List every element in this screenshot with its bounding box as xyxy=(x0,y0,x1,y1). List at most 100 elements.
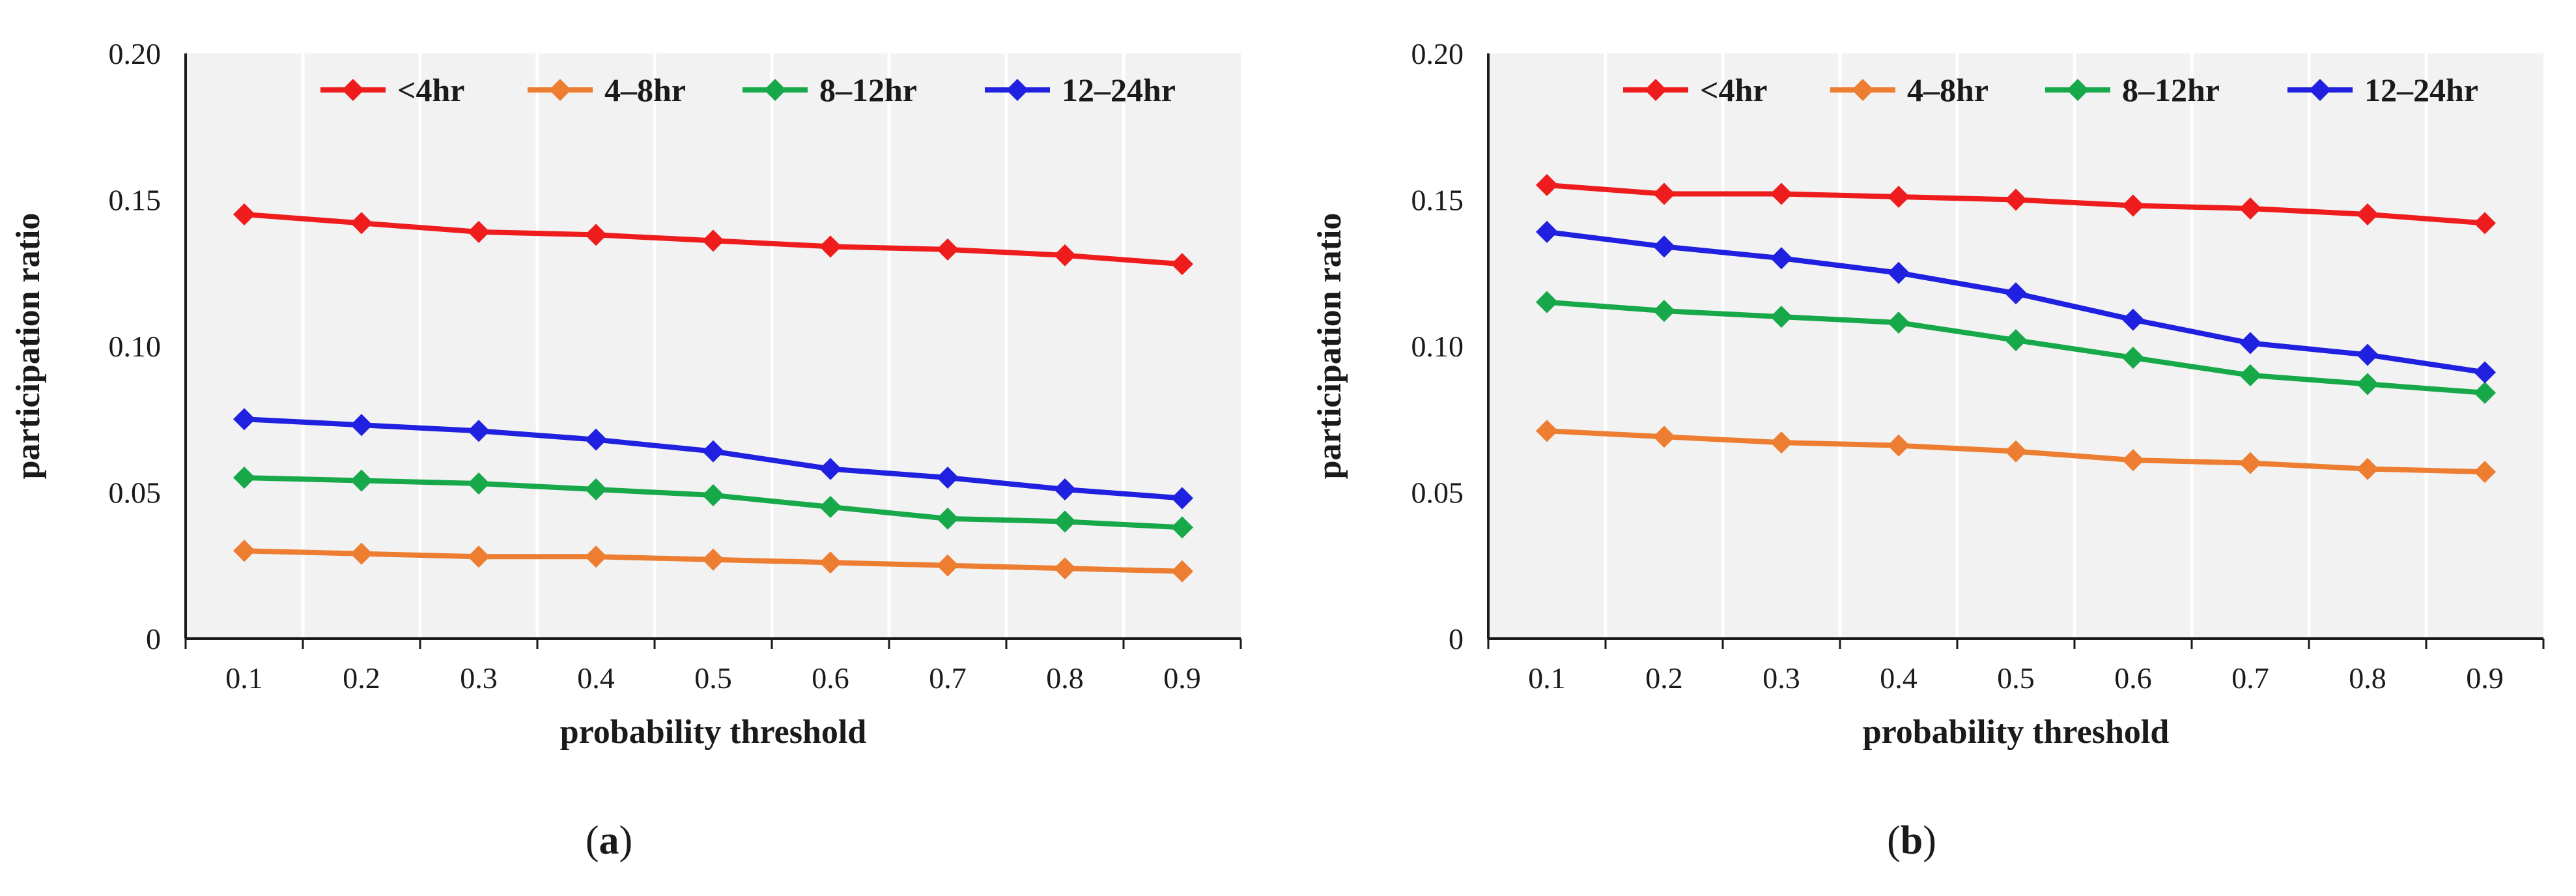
data-point-marker xyxy=(2122,194,2144,217)
data-point-marker xyxy=(702,229,724,252)
data-point-marker xyxy=(350,542,373,565)
data-point-marker xyxy=(1770,431,1792,454)
legend-marker xyxy=(2309,79,2331,101)
x-tick-label: 0.6 xyxy=(2114,661,2152,695)
data-point-marker xyxy=(2122,449,2144,472)
x-tick-label: 0.8 xyxy=(1046,661,1084,695)
y-axis-title: participation ratio xyxy=(1311,213,1348,480)
legend: <4hr 4–8hr 8–12hr 12–24hr xyxy=(1623,72,2478,108)
y-tick-label: 0.20 xyxy=(109,37,162,70)
data-point-marker xyxy=(1536,220,1558,243)
legend-marker xyxy=(1852,79,1874,101)
y-tick-label: 0.10 xyxy=(1411,330,1464,363)
series-2 xyxy=(233,540,1193,583)
data-point-marker xyxy=(1054,478,1076,501)
x-tick-label: 0.7 xyxy=(929,661,967,695)
x-tick-label: 0.1 xyxy=(1528,661,1566,695)
data-point-marker xyxy=(819,235,842,258)
series-1 xyxy=(233,203,1193,276)
series-3 xyxy=(1536,291,2496,404)
data-point-marker xyxy=(1888,434,1910,457)
x-tick-label: 0.1 xyxy=(225,661,263,695)
data-point-marker xyxy=(233,408,255,431)
x-tick-label: 0.2 xyxy=(343,661,380,695)
legend-label: <4hr xyxy=(397,72,465,108)
y-tick-label: 0.20 xyxy=(1411,37,1464,70)
data-point-marker xyxy=(2122,346,2144,369)
data-point-marker xyxy=(468,472,490,495)
data-point-marker xyxy=(1171,253,1193,276)
data-point-marker xyxy=(819,495,842,518)
data-point-marker xyxy=(1171,516,1193,539)
x-tick-label: 0.7 xyxy=(2231,661,2269,695)
data-point-marker xyxy=(1054,244,1076,267)
data-point-marker xyxy=(2357,343,2379,366)
data-point-marker xyxy=(2357,457,2379,480)
series-2 xyxy=(1536,420,2496,484)
legend-label: <4hr xyxy=(1700,72,1768,108)
data-point-marker xyxy=(2357,203,2379,225)
x-axis-title: probability threshold xyxy=(560,714,867,751)
data-point-marker xyxy=(2122,308,2144,331)
data-point-marker xyxy=(702,548,724,571)
data-point-marker xyxy=(1536,174,1558,197)
data-point-marker xyxy=(2474,361,2496,384)
chart-panel-a: 0 0.05 0.10 0.15 0.20 0.1 0.2 0.3 0.4 0.5 0.6 0.7 0.… xyxy=(10,37,1242,863)
legend-label: 8–12hr xyxy=(2122,72,2220,108)
series-3 xyxy=(233,467,1193,539)
x-tick-label: 0.8 xyxy=(2349,661,2386,695)
caption-letter: a xyxy=(599,818,619,863)
data-point-marker xyxy=(819,457,842,480)
y-tick-label: 0.05 xyxy=(109,476,162,510)
legend: <4hr 4–8hr 8–12hr 12–24hr xyxy=(320,72,1176,108)
y-tick-label: 0.15 xyxy=(109,184,162,217)
series-4 xyxy=(1536,220,2496,384)
legend-marker xyxy=(549,79,571,101)
chart-panel-b: 0 0.05 0.10 0.15 0.20 0.1 0.2 0.3 0.4 0.5 0.6 0.7 0.… xyxy=(1311,37,2545,863)
data-point-marker xyxy=(1536,420,1558,442)
data-point-marker xyxy=(1054,557,1076,580)
data-point-marker xyxy=(2474,461,2496,484)
caption-close: ) xyxy=(619,818,633,863)
data-point-marker xyxy=(1536,291,1558,313)
legend-marker xyxy=(1006,79,1028,101)
x-tick-label: 0.4 xyxy=(1880,661,1918,695)
data-point-marker xyxy=(468,220,490,243)
x-tick-label: 0.3 xyxy=(460,661,498,695)
series-1 xyxy=(1536,174,2496,235)
data-point-marker xyxy=(233,203,255,225)
y-tick-label: 0.15 xyxy=(1411,184,1464,217)
data-point-marker xyxy=(2005,282,2027,305)
y-tick-label: 0.10 xyxy=(109,330,162,363)
data-point-marker xyxy=(702,484,724,506)
y-tick-label: 0 xyxy=(1449,622,1464,656)
data-point-marker xyxy=(2005,188,2027,211)
data-point-marker xyxy=(2239,332,2261,354)
plot-area xyxy=(186,53,1241,639)
data-point-marker xyxy=(819,551,842,574)
data-point-marker xyxy=(1888,261,1910,284)
x-tick-label: 0.4 xyxy=(577,661,615,695)
data-point-marker xyxy=(937,467,959,489)
x-tick-label: 0.2 xyxy=(1645,661,1683,695)
data-point-marker xyxy=(1888,186,1910,209)
y-axis-title: participation ratio xyxy=(10,213,47,480)
data-point-marker xyxy=(937,238,959,261)
data-point-marker xyxy=(2005,440,2027,463)
legend-marker xyxy=(2067,79,2089,101)
data-point-marker xyxy=(585,224,607,246)
data-point-marker xyxy=(2239,452,2261,474)
panel-caption: (a) xyxy=(586,818,632,863)
y-tick-label: 0 xyxy=(146,622,161,656)
data-point-marker xyxy=(350,469,373,492)
data-point-marker xyxy=(2474,381,2496,404)
data-point-marker xyxy=(1770,306,1792,328)
data-point-marker xyxy=(2239,197,2261,220)
data-point-marker xyxy=(585,428,607,451)
caption-open: ( xyxy=(586,818,599,863)
data-point-marker xyxy=(2239,364,2261,386)
legend-marker xyxy=(1645,79,1667,101)
legend-label: 12–24hr xyxy=(1062,72,1176,108)
